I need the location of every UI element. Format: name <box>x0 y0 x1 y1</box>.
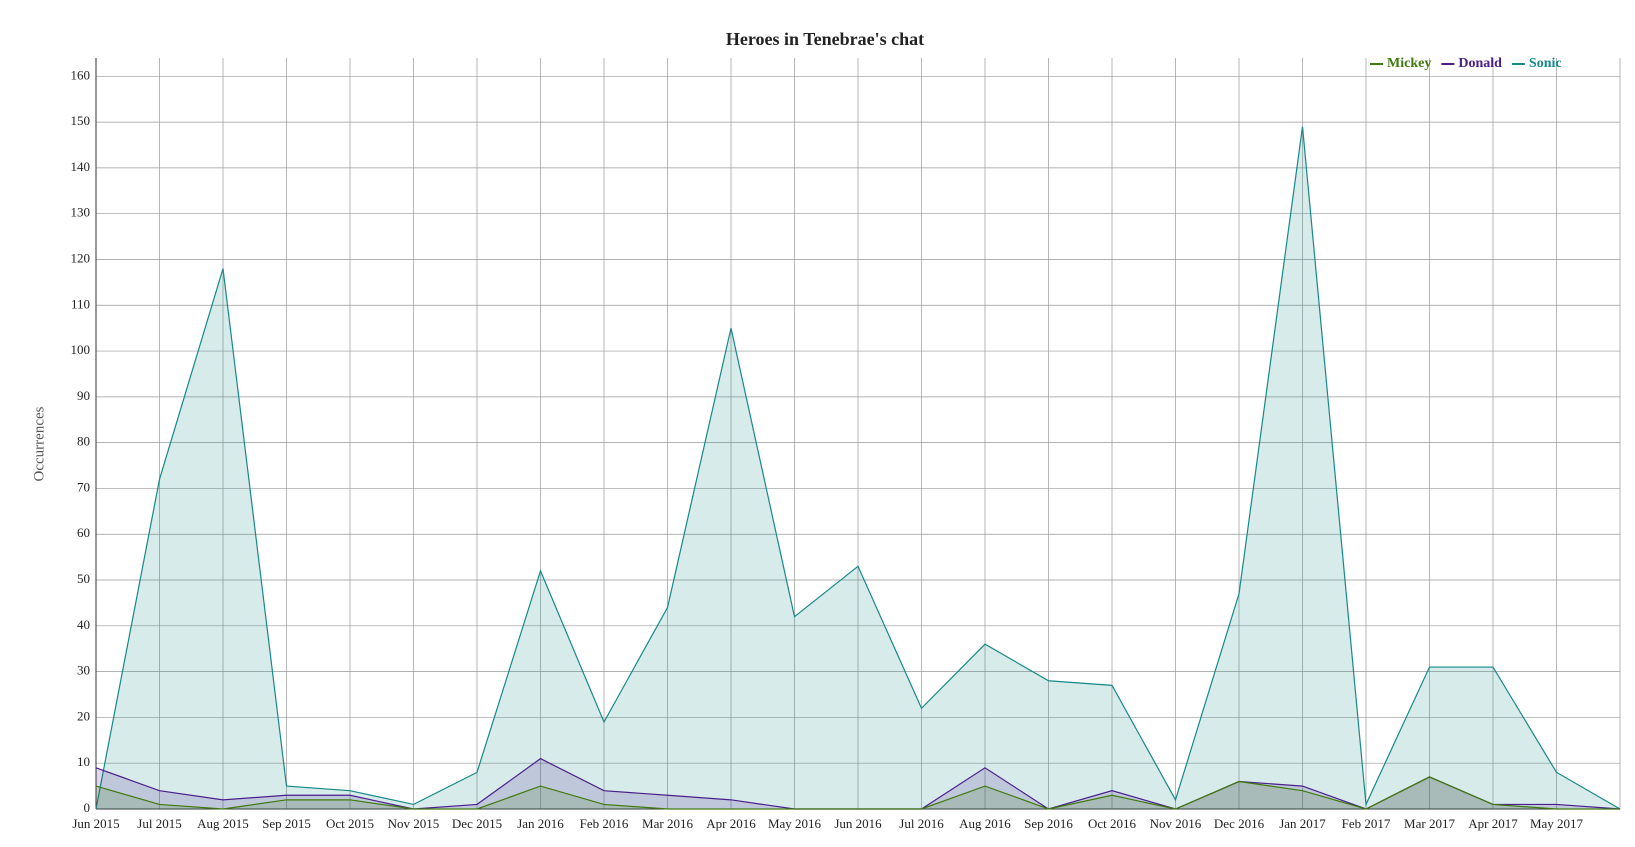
y-axis-label: Occurrences <box>31 406 47 481</box>
y-tick-label: 10 <box>77 754 90 769</box>
area <box>96 776 1620 809</box>
x-tick-label: Jul 2015 <box>137 816 181 831</box>
x-tick-label: Jun 2016 <box>834 816 882 831</box>
x-tick-label: Nov 2015 <box>388 816 440 831</box>
line <box>95 776 1620 810</box>
y-tick-label: 150 <box>71 113 91 128</box>
x-tick-label: Sep 2016 <box>1024 816 1073 831</box>
chart-title: Heroes in Tenebrae's chat <box>726 29 924 49</box>
x-tick-label: Apr 2017 <box>1468 816 1518 831</box>
x-tick-label: Nov 2016 <box>1150 816 1202 831</box>
x-tick-label: Jan 2016 <box>517 816 564 831</box>
y-tick-label: 160 <box>71 67 91 82</box>
y-tick-label: 40 <box>77 617 90 632</box>
x-tick-label: Oct 2016 <box>1088 816 1137 831</box>
x-tick-label: Apr 2016 <box>706 816 756 831</box>
y-tick-label: 70 <box>77 479 90 494</box>
y-tick-label: 100 <box>71 342 91 357</box>
x-tick-label: Aug 2016 <box>959 816 1011 831</box>
y-tick-label: 30 <box>77 663 90 678</box>
y-tick-label: 60 <box>77 525 90 540</box>
line <box>95 126 1621 810</box>
y-tick-label: 0 <box>84 800 91 815</box>
y-tick-label: 80 <box>77 434 90 449</box>
x-tick-label: Sep 2015 <box>262 816 311 831</box>
x-tick-label: Mar 2017 <box>1404 816 1455 831</box>
legend-label: Mickey <box>1387 56 1431 71</box>
x-tick-label: Aug 2015 <box>197 816 249 831</box>
y-tick-label: 50 <box>77 571 90 586</box>
x-tick-label: Dec 2015 <box>452 816 502 831</box>
area <box>96 758 1620 809</box>
x-tick-label: Jul 2016 <box>899 816 944 831</box>
y-tick-label: 130 <box>71 205 91 220</box>
x-tick-label: Feb 2016 <box>580 816 629 831</box>
y-tick-label: 110 <box>71 296 90 311</box>
y-tick-label: 140 <box>71 159 91 174</box>
x-tick-label: Dec 2016 <box>1214 816 1265 831</box>
x-tick-label: Mar 2016 <box>642 816 693 831</box>
x-tick-label: Feb 2017 <box>1342 816 1391 831</box>
x-tick-label: May 2016 <box>768 816 822 831</box>
legend-label: Sonic <box>1529 56 1562 71</box>
x-tick-label: Oct 2015 <box>326 816 374 831</box>
x-tick-label: May 2017 <box>1530 816 1584 831</box>
area <box>96 126 1620 809</box>
legend-label: Donald <box>1458 56 1502 71</box>
y-tick-label: 20 <box>77 708 90 723</box>
y-tick-label: 90 <box>77 388 90 403</box>
y-tick-label: 120 <box>71 250 91 265</box>
x-tick-label: Jan 2017 <box>1279 816 1326 831</box>
x-tick-label: Jun 2015 <box>72 816 119 831</box>
